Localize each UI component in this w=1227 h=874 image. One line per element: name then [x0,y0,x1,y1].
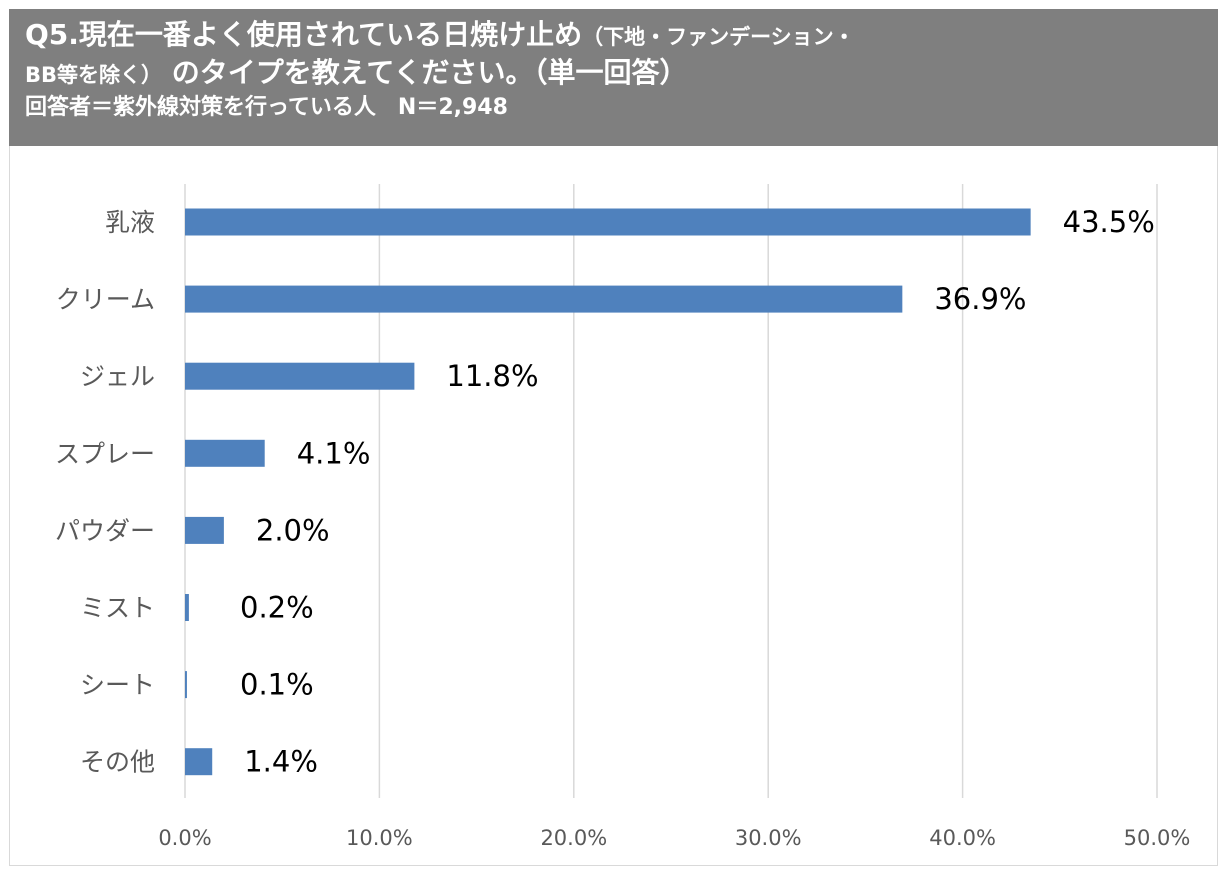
bar [185,285,903,313]
chart-frame [9,146,1218,866]
title-line-2: BB等を除く） のタイプを教えてください。（単一回答） [25,59,1218,87]
category-label: ミスト [80,594,155,623]
x-tick-label: 40.0% [929,826,996,850]
bar [185,208,1031,236]
x-tick-label: 20.0% [540,826,607,850]
title-line2-small: BB等を除く） [25,63,163,87]
data-label: 4.1% [297,436,371,470]
category-label: その他 [80,748,155,777]
bar [185,671,187,699]
bar [185,748,213,776]
category-label: シート [80,671,155,700]
respondents-note: 回答者＝紫外線対策を行っている人 N＝2,948 [25,95,508,120]
title-line-1: Q5.現在一番よく使用されている日焼け止め（下地・ファンデーション・ [25,21,1218,49]
data-label: 1.4% [244,745,318,779]
title-line2-main: のタイプを教えてください。（単一回答） [171,56,688,89]
gridlines [184,184,1158,798]
bar [185,516,224,544]
bar [185,362,415,390]
data-label: 11.8% [446,359,538,393]
data-label: 0.1% [240,668,314,702]
category-label: ジェル [80,362,155,391]
title-main: Q5.現在一番よく使用されている日焼け止め [25,18,583,51]
x-tick-label: 50.0% [1124,826,1191,850]
data-label: 43.5% [1063,205,1155,239]
x-tick-label: 10.0% [346,826,413,850]
x-tick-label: 30.0% [735,826,802,850]
title-paren: （下地・ファンデーション・ [582,25,855,49]
bar [185,439,265,467]
data-label: 36.9% [934,282,1026,316]
category-label: 乳液 [105,208,155,237]
data-label: 0.2% [240,591,314,625]
x-tick-label: 0.0% [158,826,211,850]
data-label: 2.0% [256,513,330,547]
category-label: パウダー [55,516,155,545]
x-tick-labels: 0.0% 10.0% 20.0% 30.0% 40.0% 50.0% [158,826,1190,850]
category-label: クリーム [56,285,155,314]
bars [185,208,1031,776]
category-label: スプレー [55,439,155,468]
chart-header: Q5.現在一番よく使用されている日焼け止め（下地・ファンデーション・ BB等を除… [9,9,1218,146]
bar [185,594,189,621]
value-labels: 43.5% 36.9% 11.8% 4.1% 2.0% 0.2% 0.1% 1.4% [240,205,1155,779]
